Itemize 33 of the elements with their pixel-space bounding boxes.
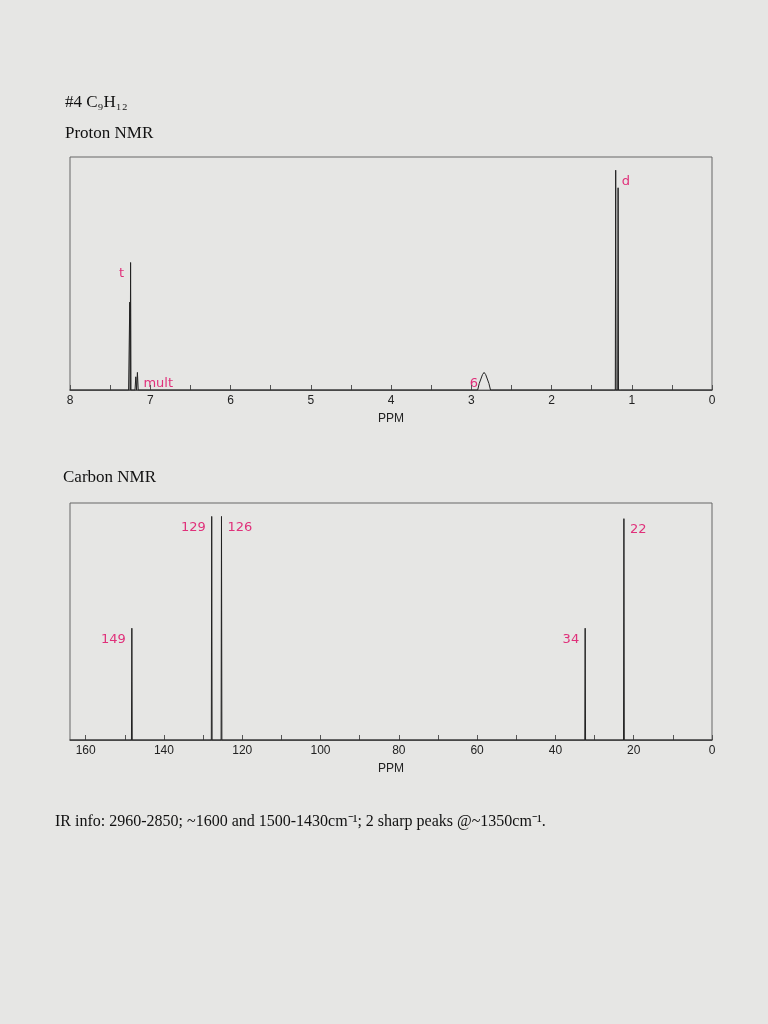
x-tick-label: 80 — [392, 743, 406, 757]
x-tick-label: 2 — [548, 393, 556, 407]
x-tick-label: 120 — [232, 743, 253, 757]
x-axis-title: PPM — [377, 761, 405, 775]
x-tick-label: 1 — [628, 393, 636, 407]
annotation: 149 — [101, 630, 126, 646]
x-tick-label: 6 — [227, 393, 235, 407]
x-tick-label: 60 — [470, 743, 485, 757]
chart-subtitle: Proton NMR — [65, 123, 154, 142]
annotation: 126 — [227, 518, 253, 534]
x-tick-label: 7 — [146, 393, 154, 407]
x-tick-label: 8 — [66, 393, 74, 407]
annotation: t — [119, 265, 125, 281]
x-axis-title: PPM — [377, 411, 405, 425]
x-tick-label: 100 — [310, 743, 331, 757]
annotation: 129 — [180, 518, 206, 534]
x-tick-label: 140 — [153, 743, 175, 757]
annotation: 22 — [629, 521, 647, 537]
x-tick-label: 0 — [708, 743, 716, 757]
annotation: mult — [143, 374, 174, 390]
annotation: d — [621, 172, 630, 188]
chart-title: #4 C₉H₁₂ — [65, 92, 128, 111]
annotation: 6 — [469, 374, 479, 390]
chart-title: Carbon NMR — [63, 467, 157, 486]
x-tick-label: 40 — [548, 743, 563, 757]
text: IR info: 2960-2850; ~1600 and 1500-1430cm⁻¹; 2 sharp peaks @~1350cm⁻¹. — [55, 811, 546, 830]
x-tick-label: 4 — [387, 393, 395, 407]
annotation: 34 — [562, 630, 580, 646]
x-tick-label: 5 — [307, 393, 315, 407]
x-tick-label: 0 — [708, 393, 716, 407]
x-tick-label: 20 — [627, 743, 641, 757]
x-tick-label: 160 — [75, 743, 96, 757]
x-tick-label: 3 — [467, 393, 475, 407]
